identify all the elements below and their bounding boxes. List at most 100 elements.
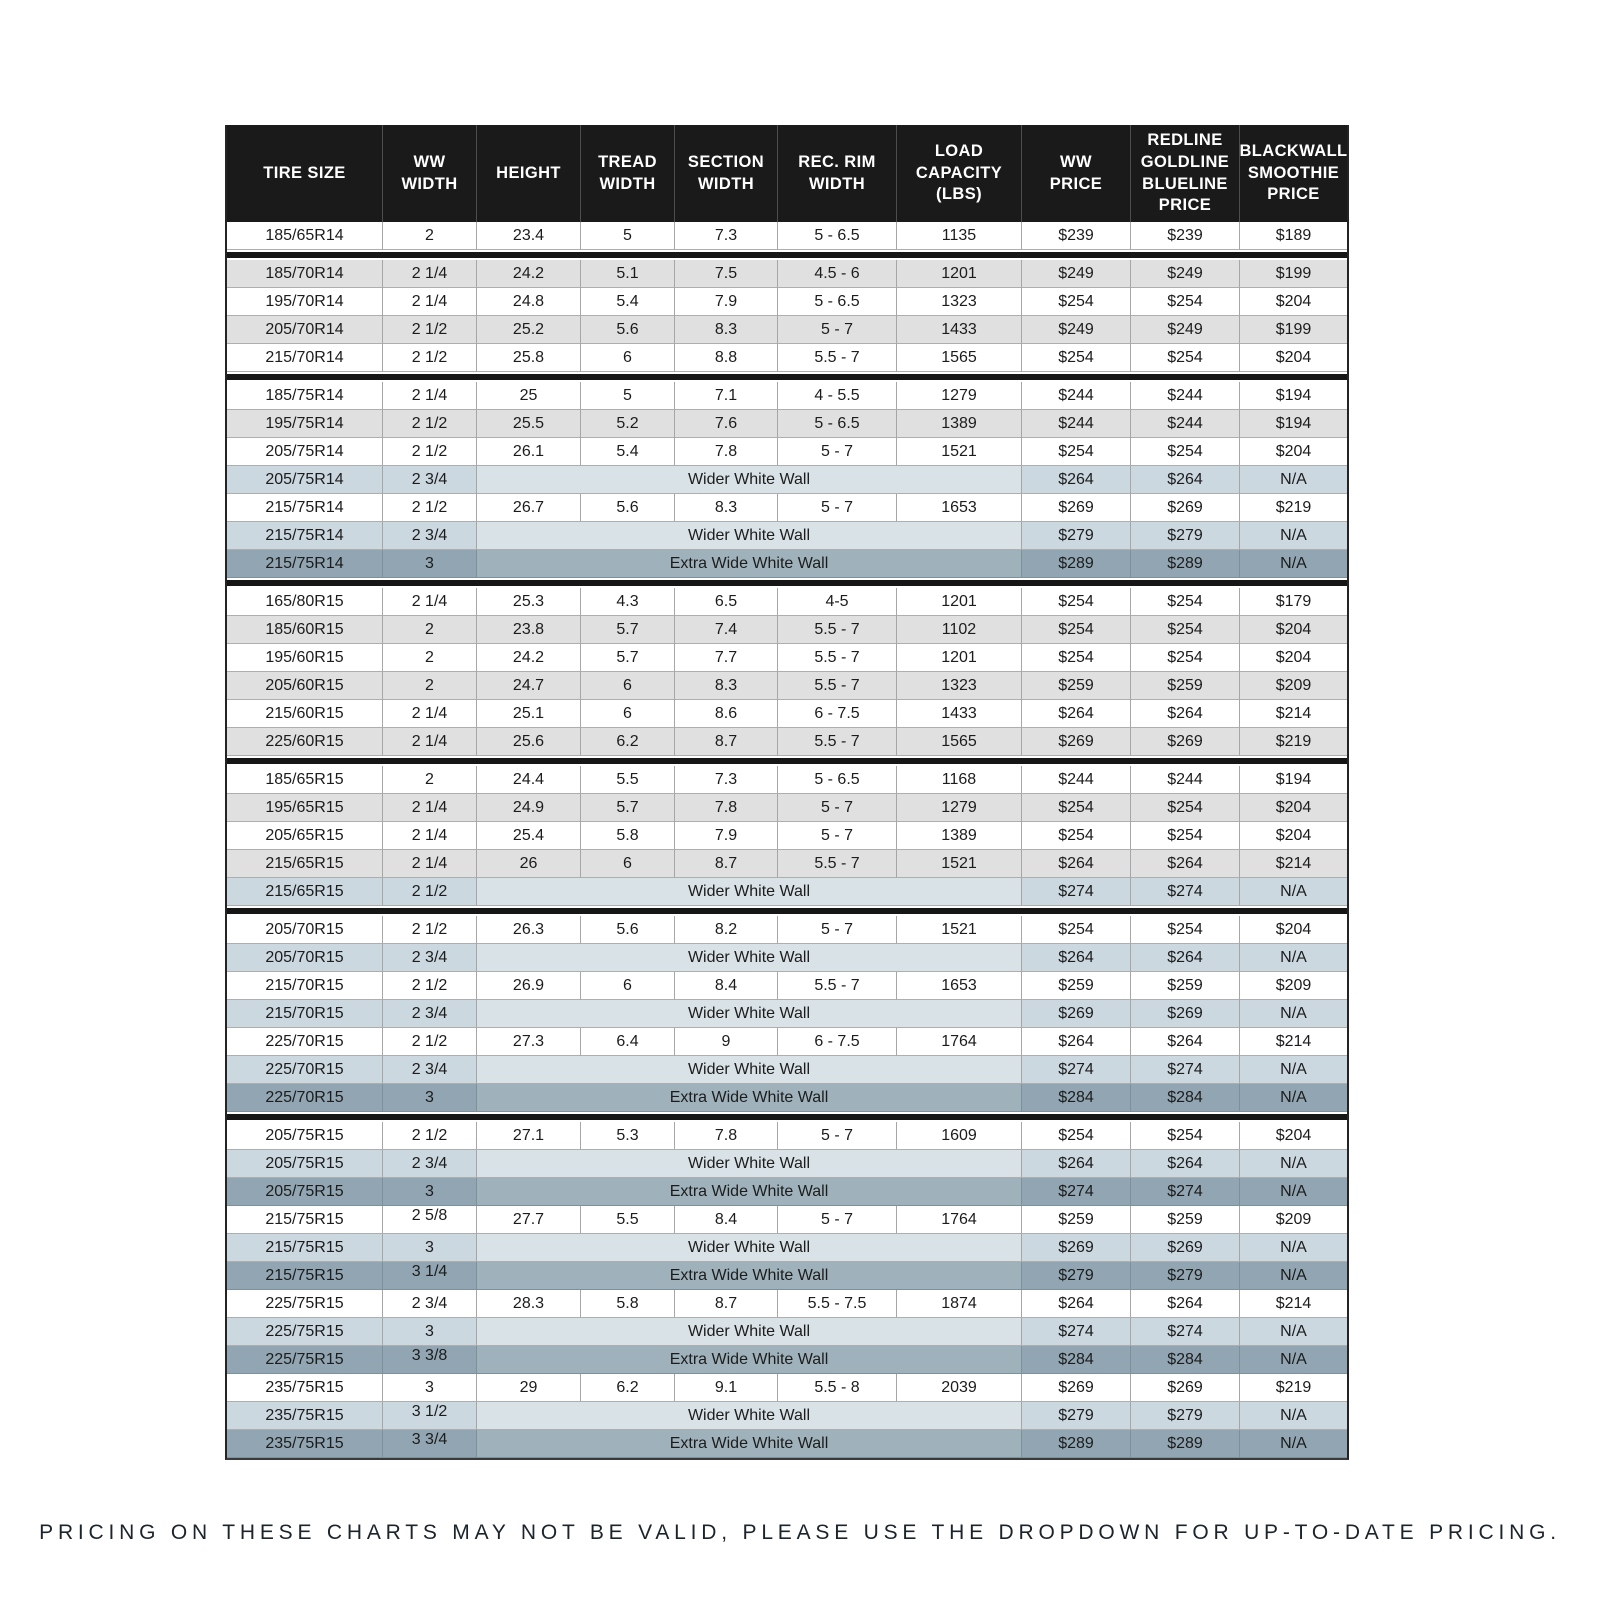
height-cell: 26.7 [477, 494, 581, 522]
height-cell: 24.2 [477, 260, 581, 288]
tire-size-cell: 205/70R15 [227, 916, 383, 944]
header-cell-tire_size: TIRE SIZE [227, 125, 383, 222]
redline-goldline-blueline-price-cell: $289 [1131, 550, 1240, 578]
redline-goldline-blueline-price-cell: $279 [1131, 522, 1240, 550]
tire-size-cell: 205/75R15 [227, 1178, 383, 1206]
blackwall-smoothie-price-cell: $214 [1240, 850, 1347, 878]
load-capacity-cell: 1565 [897, 728, 1022, 756]
tire-size-cell: 225/75R15 [227, 1318, 383, 1346]
table-row: 215/65R15 2 1/4 26 6 8.7 5.5 - 7 1521 $264 $264 $… [227, 850, 1347, 878]
fraction-value: 2 5/8 [411, 1206, 448, 1224]
ww-price-cell: $284 [1022, 1084, 1131, 1112]
section-width-cell: 9 [675, 1028, 778, 1056]
blackwall-smoothie-price-cell: $209 [1240, 672, 1347, 700]
ww-width-cell: 2 1/4 [383, 288, 477, 316]
ww-width-cell: 2 1/4 [383, 822, 477, 850]
wall-type-span-cell: Wider White Wall [477, 1402, 1022, 1430]
tire-size-cell: 225/70R15 [227, 1056, 383, 1084]
ww-price-cell: $289 [1022, 550, 1131, 578]
tread-width-cell: 5.5 [581, 1206, 675, 1234]
ww-price-cell: $244 [1022, 382, 1131, 410]
section-width-cell: 7.9 [675, 822, 778, 850]
tread-width-cell: 5.8 [581, 822, 675, 850]
ww-price-cell: $254 [1022, 588, 1131, 616]
ww-price-cell: $279 [1022, 1402, 1131, 1430]
header-cell-section_width: SECTION WIDTH [675, 125, 778, 222]
blackwall-smoothie-price-cell: $179 [1240, 588, 1347, 616]
ww-price-cell: $284 [1022, 1346, 1131, 1374]
ww-price-cell: $279 [1022, 1262, 1131, 1290]
redline-goldline-blueline-price-cell: $249 [1131, 316, 1240, 344]
rec-rim-width-cell: 4 - 5.5 [778, 382, 897, 410]
ww-price-cell: $274 [1022, 1318, 1131, 1346]
ww-price-cell: $269 [1022, 1234, 1131, 1262]
table-row: 185/65R15 2 24.4 5.5 7.3 5 - 6.5 1168 $244 $244 $… [227, 766, 1347, 794]
fraction-value: 3 3/8 [411, 1346, 448, 1364]
wall-type-span-cell: Wider White Wall [477, 878, 1022, 906]
height-cell: 26.1 [477, 438, 581, 466]
ww-width-cell: 3 3/8 [383, 1346, 477, 1374]
ww-width-cell: 2 1/4 [383, 700, 477, 728]
ww-price-cell: $264 [1022, 1028, 1131, 1056]
table-row: 215/60R15 2 1/4 25.1 6 8.6 6 - 7.5 1433 $264 $26… [227, 700, 1347, 728]
redline-goldline-blueline-price-cell: $244 [1131, 382, 1240, 410]
table-row: 205/60R15 2 24.7 6 8.3 5.5 - 7 1323 $259 $259 $20… [227, 672, 1347, 700]
wall-type-span-cell: Extra Wide White Wall [477, 1178, 1022, 1206]
load-capacity-cell: 1521 [897, 916, 1022, 944]
tire-size-cell: 225/70R15 [227, 1084, 383, 1112]
ww-price-cell: $244 [1022, 766, 1131, 794]
height-cell: 24.7 [477, 672, 581, 700]
section-width-cell: 6.5 [675, 588, 778, 616]
table-row: 205/75R14 2 1/2 26.1 5.4 7.8 5 - 7 1521 $254 $25… [227, 438, 1347, 466]
table-row: 185/70R14 2 1/4 24.2 5.1 7.5 4.5 - 6 1201 $249 $… [227, 260, 1347, 288]
redline-goldline-blueline-price-cell: $244 [1131, 410, 1240, 438]
ww-price-cell: $249 [1022, 260, 1131, 288]
redline-goldline-blueline-price-cell: $264 [1131, 1150, 1240, 1178]
blackwall-smoothie-price-cell: N/A [1240, 1430, 1347, 1458]
ww-width-cell: 2 [383, 672, 477, 700]
wall-type-span-cell: Wider White Wall [477, 1318, 1022, 1346]
ww-width-cell: 2 3/4 [383, 1150, 477, 1178]
header-cell-blackwall_smoothie_price: BLACKWALL SMOOTHIE PRICE [1239, 141, 1348, 204]
tire-size-cell: 165/80R15 [227, 588, 383, 616]
rec-rim-width-cell: 5.5 - 7 [778, 644, 897, 672]
ww-width-cell: 2 [383, 644, 477, 672]
tire-size-cell: 225/60R15 [227, 728, 383, 756]
table-row: 225/70R15 3 Extra Wide White Wall $284 $284 N… [227, 1084, 1347, 1112]
rec-rim-width-cell: 5 - 7 [778, 916, 897, 944]
wall-type-span-cell: Wider White Wall [477, 466, 1022, 494]
ww-width-cell: 2 3/4 [383, 466, 477, 494]
wall-type-span-cell: Wider White Wall [477, 522, 1022, 550]
table-row: 165/80R15 2 1/4 25.3 4.3 6.5 4-5 1201 $254 $254 $… [227, 588, 1347, 616]
ww-width-cell: 3 [383, 1374, 477, 1402]
load-capacity-cell: 2039 [897, 1374, 1022, 1402]
pricing-disclaimer: PRICING ON THESE CHARTS MAY NOT BE VALID… [39, 1521, 1561, 1544]
wall-type-span-cell: Wider White Wall [477, 1056, 1022, 1084]
load-capacity-cell: 1653 [897, 494, 1022, 522]
ww-width-cell: 2 1/2 [383, 878, 477, 906]
blackwall-smoothie-price-cell: $219 [1240, 1374, 1347, 1402]
blackwall-smoothie-price-cell: $194 [1240, 410, 1347, 438]
height-cell: 24.9 [477, 794, 581, 822]
ww-price-cell: $274 [1022, 1178, 1131, 1206]
table-row: 195/70R14 2 1/4 24.8 5.4 7.9 5 - 6.5 1323 $254 $… [227, 288, 1347, 316]
wall-type-span-cell: Extra Wide White Wall [477, 1084, 1022, 1112]
table-row: 235/75R15 3 1/2 Wider White Wall $279 $279 N/… [227, 1402, 1347, 1430]
section-width-cell: 7.5 [675, 260, 778, 288]
ww-price-cell: $264 [1022, 1290, 1131, 1318]
redline-goldline-blueline-price-cell: $249 [1131, 260, 1240, 288]
rec-rim-width-cell: 5 - 7 [778, 1206, 897, 1234]
ww-price-cell: $269 [1022, 494, 1131, 522]
blackwall-smoothie-price-cell: $194 [1240, 382, 1347, 410]
table-row: 185/60R15 2 23.8 5.7 7.4 5.5 - 7 1102 $254 $254 $… [227, 616, 1347, 644]
ww-price-cell: $289 [1022, 1430, 1131, 1458]
wall-type-span-cell: Wider White Wall [477, 944, 1022, 972]
tire-size-cell: 215/75R15 [227, 1262, 383, 1290]
rec-rim-width-cell: 5.5 - 7 [778, 616, 897, 644]
group-separator [227, 758, 1347, 764]
ww-width-cell: 2 3/4 [383, 1056, 477, 1084]
rec-rim-width-cell: 4.5 - 6 [778, 260, 897, 288]
rec-rim-width-cell: 5 - 6.5 [778, 766, 897, 794]
table-row: 215/70R15 2 3/4 Wider White Wall $269 $269 N/… [227, 1000, 1347, 1028]
rec-rim-width-cell: 4-5 [778, 588, 897, 616]
